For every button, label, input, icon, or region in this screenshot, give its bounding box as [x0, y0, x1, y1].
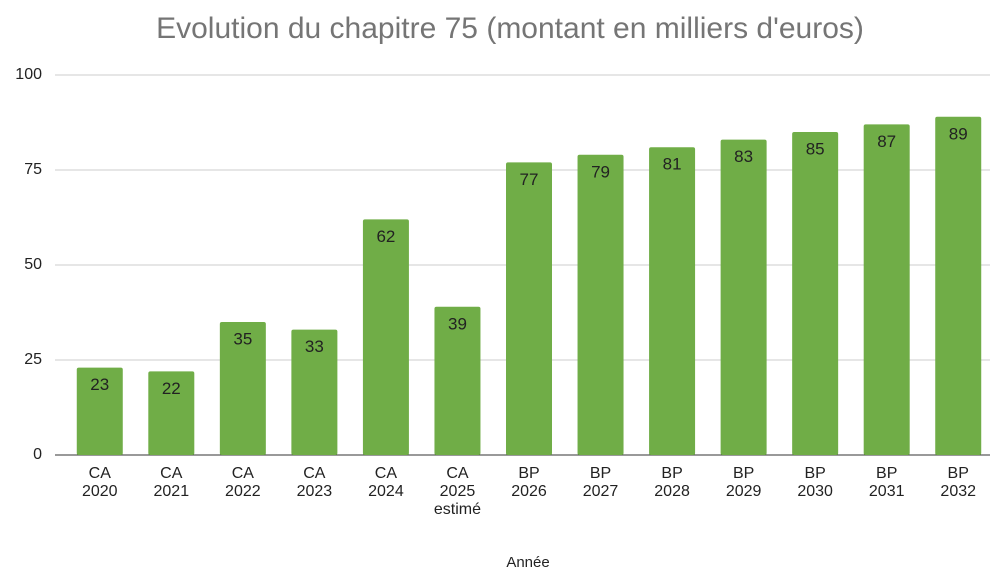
- bar: [577, 154, 624, 456]
- x-tick-label: CA 2023: [296, 465, 333, 500]
- x-tick-label: CA 2021: [153, 465, 190, 500]
- bar: [935, 116, 982, 456]
- y-tick-label: 75: [24, 161, 42, 178]
- y-tick-label: 100: [15, 66, 42, 83]
- bar: [291, 329, 338, 455]
- y-tick-label: 25: [24, 351, 42, 368]
- x-tick-label: CA 2025 estimé: [433, 465, 482, 518]
- x-tick-label: CA 2020: [81, 465, 118, 500]
- data-label: 87: [877, 132, 896, 151]
- bar: [720, 139, 767, 455]
- x-tick-label: BP 2026: [511, 465, 547, 500]
- bar: [434, 306, 481, 455]
- data-label: 89: [949, 124, 968, 143]
- y-tick-label: 50: [24, 256, 42, 273]
- bar: [863, 124, 910, 456]
- y-tick-label: 0: [33, 446, 42, 463]
- x-tick-label: BP 2028: [654, 465, 690, 500]
- bar: [148, 371, 195, 455]
- data-label: 81: [663, 155, 682, 174]
- x-tick-label: CA 2024: [368, 465, 404, 500]
- data-label: 62: [376, 227, 395, 246]
- bar: [219, 322, 266, 455]
- bar: [649, 147, 696, 455]
- data-label: 79: [591, 162, 610, 181]
- x-tick-label: BP 2027: [582, 465, 619, 500]
- data-label: 39: [448, 314, 467, 333]
- chart-title: Evolution du chapitre 75 (montant en mil…: [156, 12, 864, 45]
- data-label: 35: [233, 329, 252, 348]
- x-tick-label: BP 2031: [868, 465, 905, 500]
- bar: [76, 367, 123, 455]
- bar: [506, 162, 552, 455]
- bar: [362, 219, 409, 455]
- x-tick-label: CA 2022: [225, 465, 261, 500]
- x-axis-title: Année: [506, 554, 549, 571]
- x-tick-label: BP 2029: [725, 465, 762, 500]
- data-label: 33: [305, 337, 324, 356]
- data-label: 22: [162, 379, 181, 398]
- data-label: 83: [734, 147, 753, 166]
- x-tick-label: BP 2032: [940, 465, 977, 500]
- data-label: 85: [806, 139, 825, 158]
- bar: [792, 132, 839, 455]
- x-tick-label: BP 2030: [797, 465, 833, 500]
- data-label: 23: [90, 375, 109, 394]
- data-label: 77: [520, 170, 539, 189]
